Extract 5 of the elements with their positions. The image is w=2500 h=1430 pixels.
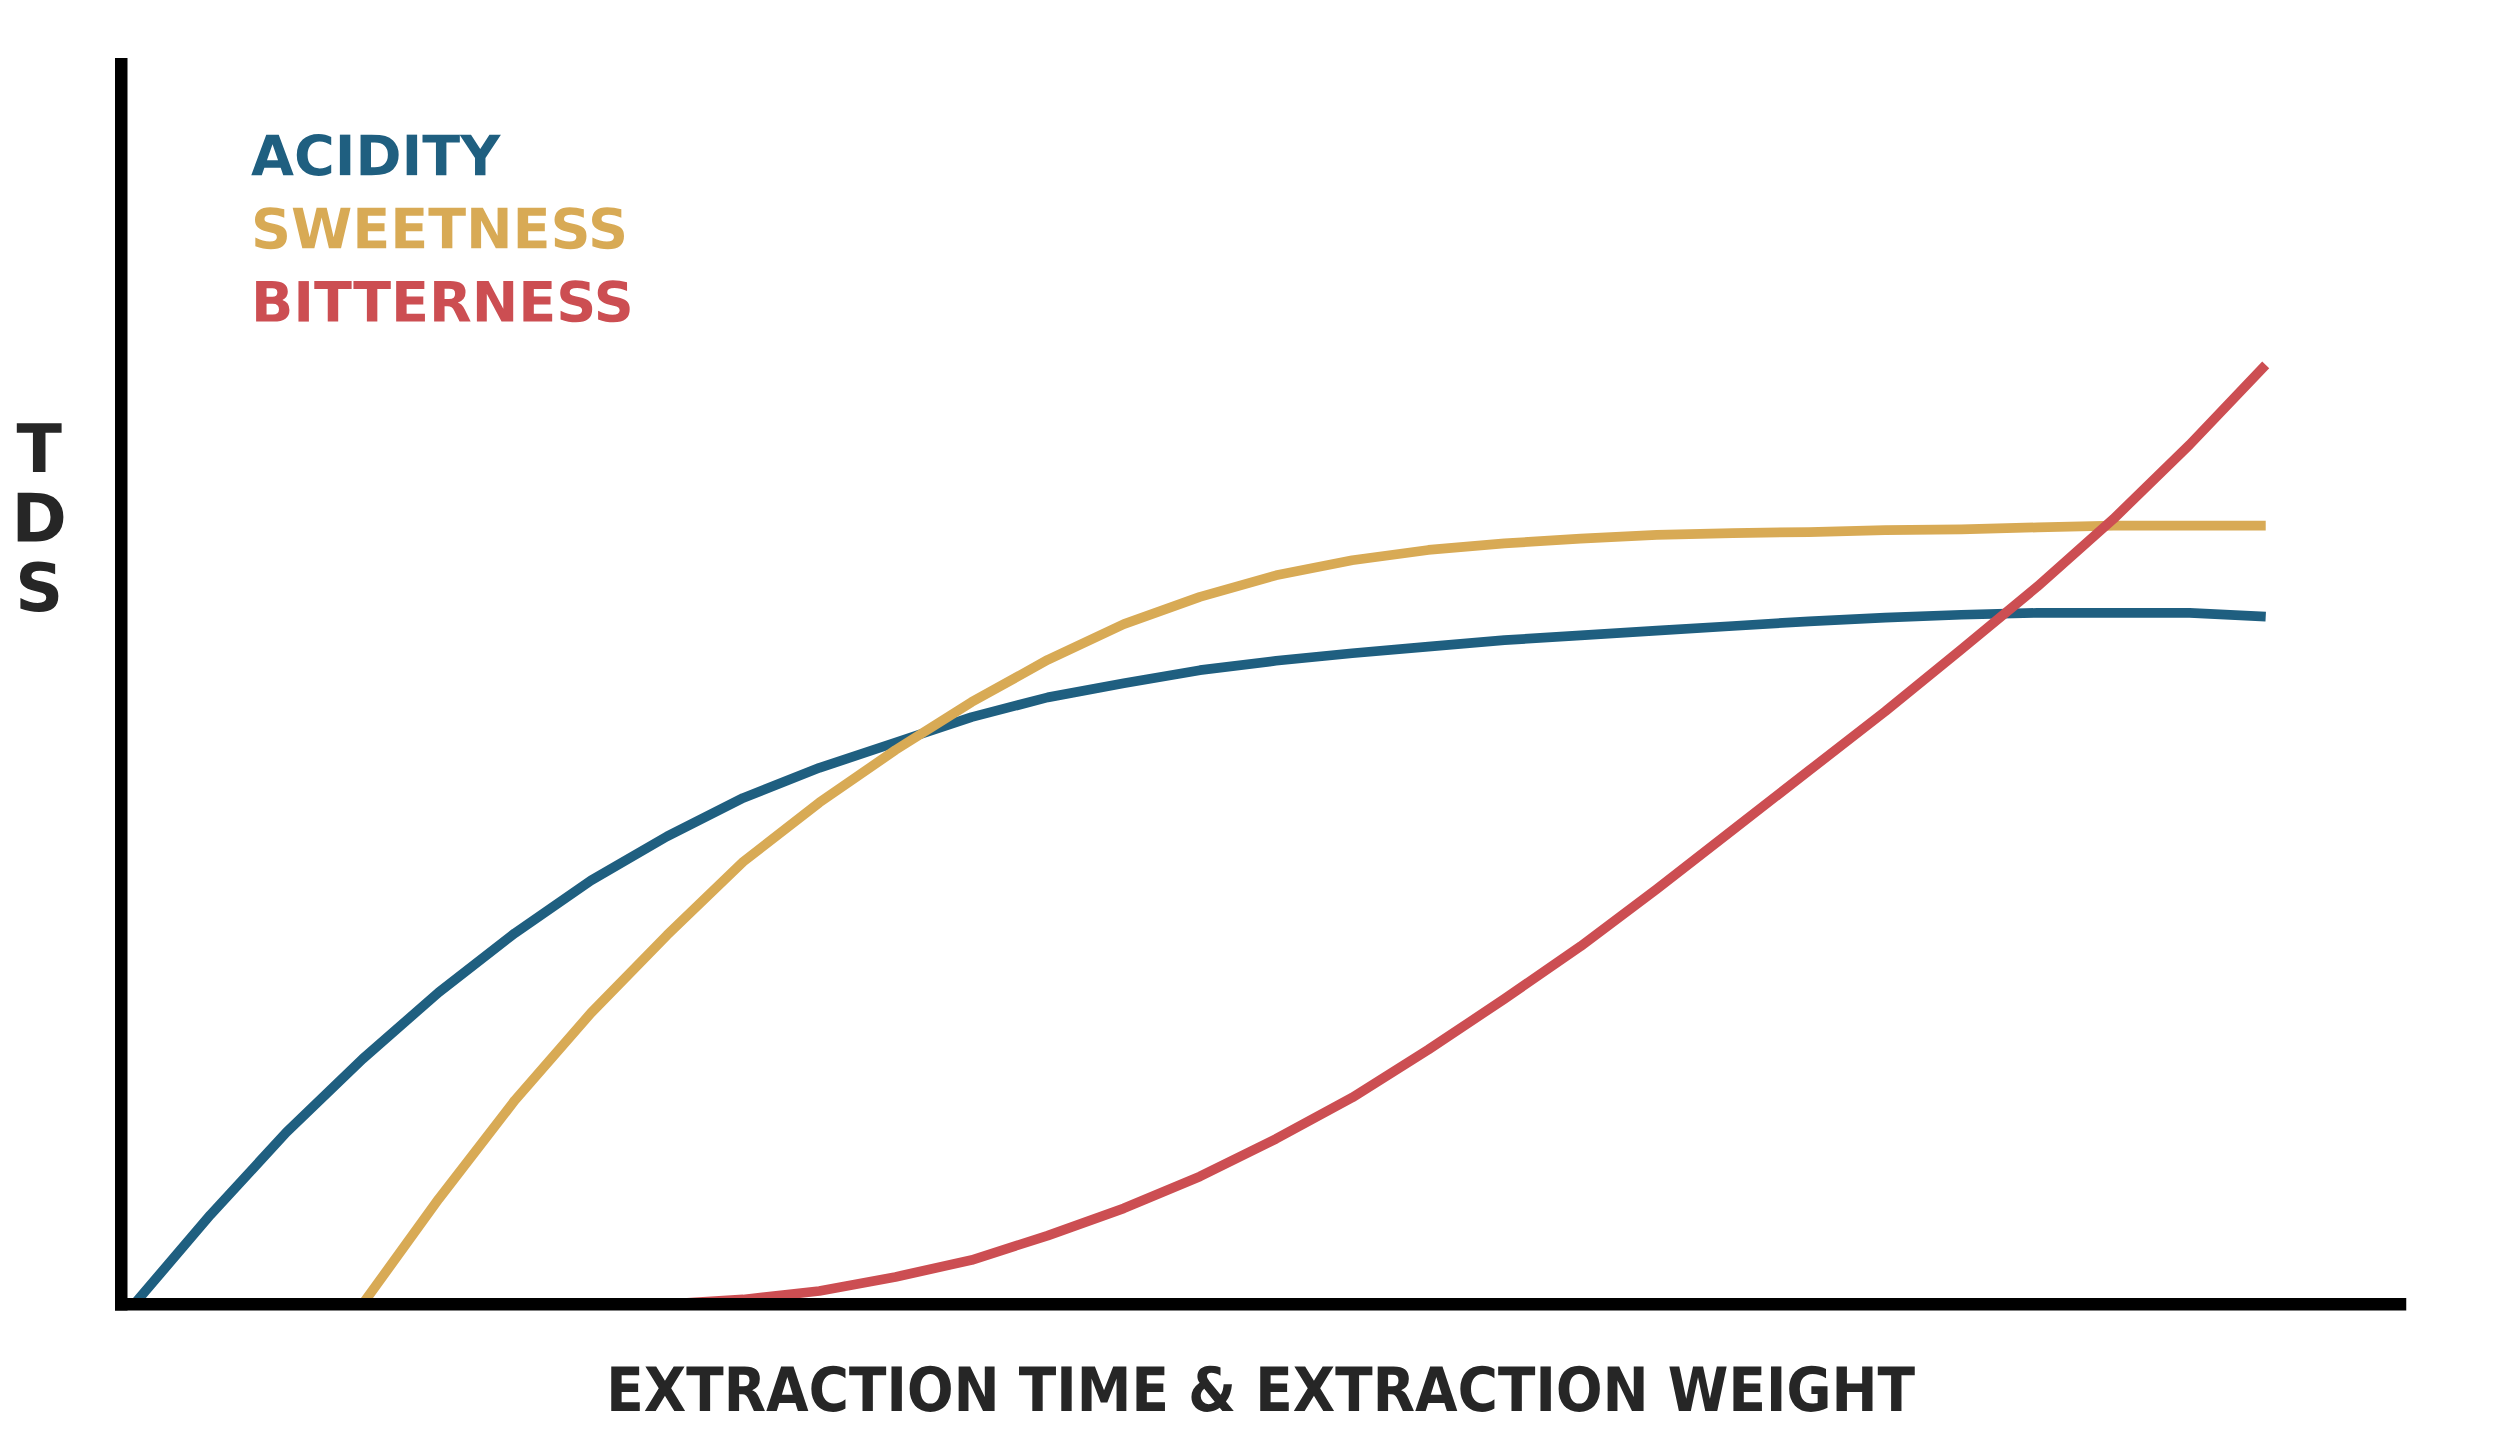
text: SWEETNESS: [254, 207, 624, 250]
x-axis-title: EXTRACTION TIME & EXTRACTION WEIGHT: [611, 1365, 1915, 1412]
text: ACIDITY: [251, 133, 501, 176]
text: BITTERNESS: [256, 280, 630, 323]
y-axis-title: TDS: [16, 423, 64, 613]
